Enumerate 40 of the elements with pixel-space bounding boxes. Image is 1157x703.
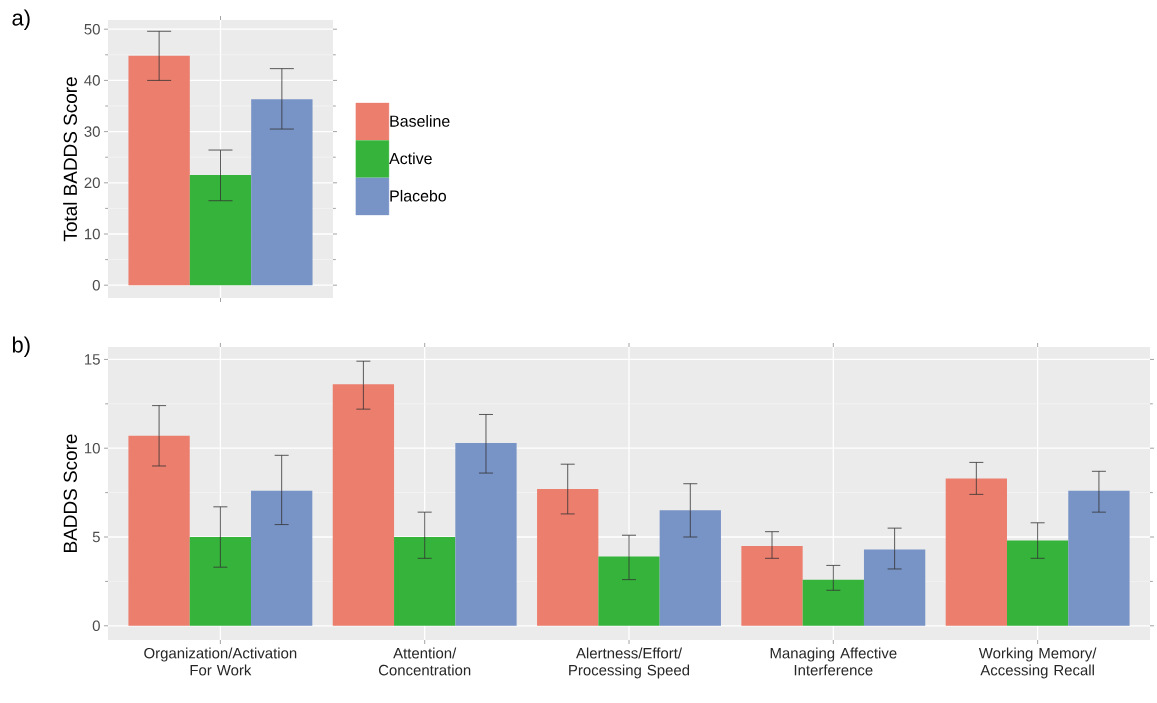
y-tick-label: 15 — [85, 354, 100, 365]
bar — [1006, 540, 1069, 626]
y-tick-label: 0 — [92, 279, 100, 291]
bar — [394, 537, 456, 626]
y-tick-label: 0 — [92, 620, 100, 632]
x-tick-label: Organization/Activation For Work — [144, 647, 297, 676]
bar — [802, 579, 864, 626]
legend-label: Active — [389, 152, 432, 165]
bar — [189, 175, 252, 286]
bar — [251, 99, 313, 286]
x-tick-label: Working Memory/ Accessing Recall — [978, 647, 1097, 679]
bar — [741, 545, 803, 626]
bar — [455, 442, 517, 626]
legend-label: Placebo — [390, 189, 447, 202]
y-tick-label: 5 — [92, 531, 100, 543]
x-tick-label: Attention/ Concentration — [378, 647, 471, 676]
chart-title: a) — [12, 9, 30, 30]
bar — [251, 490, 313, 626]
legend-label: Baseline — [390, 115, 450, 127]
bar — [945, 478, 1007, 626]
bar — [128, 55, 190, 286]
y-axis-title: Total BADDS Score — [63, 77, 78, 242]
chart-title: b) — [12, 336, 30, 357]
bar — [1068, 490, 1130, 626]
bar — [863, 549, 926, 626]
bar — [189, 537, 252, 626]
bar — [659, 510, 721, 626]
y-tick-label: 10 — [85, 442, 100, 454]
x-tick-label: Alertness/Effort/ Processing Speed — [569, 647, 690, 679]
bar — [598, 556, 660, 626]
y-tick-label: 50 — [84, 23, 100, 35]
y-axis-title: BADDS Score — [63, 434, 78, 552]
bar — [332, 384, 395, 626]
y-tick-label: 30 — [84, 126, 100, 137]
bar — [537, 489, 599, 626]
y-tick-label: 10 — [85, 228, 100, 240]
y-tick-label: 20 — [84, 177, 100, 189]
y-tick-label: 40 — [84, 75, 100, 86]
bar — [128, 435, 190, 626]
x-tick-label: Managing Affective Interference — [770, 647, 897, 676]
